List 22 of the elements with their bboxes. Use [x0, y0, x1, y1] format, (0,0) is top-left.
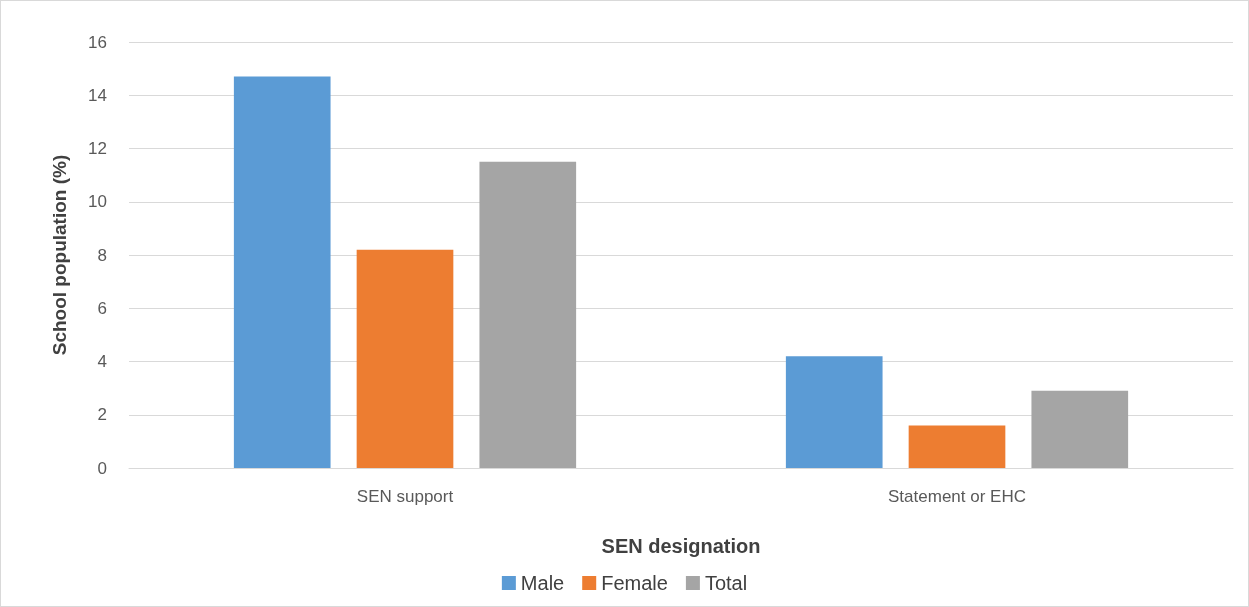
- y-axis-title: School population (%): [49, 154, 70, 356]
- y-tick-label: 12: [88, 139, 107, 158]
- x-tick-label: Statement or EHC: [888, 487, 1026, 506]
- bar: [356, 249, 454, 468]
- y-tick-label: 0: [97, 458, 107, 478]
- x-tick-label: SEN support: [356, 487, 454, 506]
- legend-label: Female: [601, 572, 668, 594]
- y-tick-label: 10: [88, 192, 107, 212]
- bar: [233, 76, 331, 468]
- bar: [908, 425, 1006, 468]
- bar: [479, 161, 577, 468]
- y-tick-label: 16: [88, 32, 107, 52]
- y-tick-label: 6: [97, 298, 107, 318]
- x-axis-title: SEN designation: [601, 535, 761, 557]
- bar: [1031, 390, 1129, 468]
- y-tick-label: 8: [97, 245, 107, 265]
- y-tick-label: 14: [88, 85, 107, 105]
- y-tick-label: 4: [97, 352, 107, 371]
- legend-label: Male: [520, 572, 565, 594]
- bar: [785, 356, 883, 468]
- legend-label: Total: [704, 572, 748, 594]
- y-tick-label: 2: [97, 405, 107, 425]
